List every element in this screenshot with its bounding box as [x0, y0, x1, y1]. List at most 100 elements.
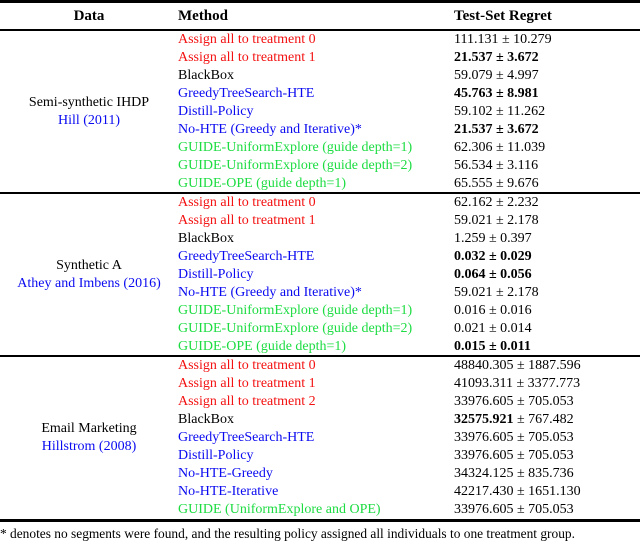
- table-row: No-HTE (Greedy and Iterative)* 21.537 ± 3…: [178, 121, 640, 139]
- regret-stddev: ± 4.997: [492, 67, 539, 83]
- table-row: Distill-Policy 59.102 ± 11.262: [178, 103, 640, 121]
- regret-mean: 59.102: [454, 103, 493, 119]
- regret-mean: 42217.430: [454, 483, 514, 499]
- table-row: GUIDE-UniformExplore (guide depth=1) 0.01…: [178, 302, 640, 320]
- regret-value: 0.016 ± 0.016: [454, 302, 640, 320]
- regret-mean: 62.306: [454, 139, 493, 155]
- dataset-citation-link[interactable]: Hill (2011): [57, 112, 121, 128]
- table-row: BlackBox 1.259 ± 0.397: [178, 230, 640, 248]
- regret-mean: 33976.605: [454, 393, 514, 409]
- regret-mean: 48840.305: [454, 358, 514, 374]
- method-label: Assign all to treatment 1: [178, 212, 316, 228]
- regret-mean: 33976.605: [454, 447, 514, 463]
- results-table: Data Method Test-Set Regret Semi-synthet…: [0, 0, 640, 522]
- table-row: Assign all to treatment 0 48840.305 ± 188…: [178, 357, 640, 375]
- regret-value: 0.064 ± 0.056: [454, 266, 640, 284]
- regret-value: 33976.605 ± 705.053: [454, 501, 640, 519]
- method-label: Assign all to treatment 1: [178, 376, 316, 391]
- regret-stddev: ± 2.178: [492, 284, 539, 300]
- dataset-group: Synthetic A Athey and Imbens (2016) Assign…: [0, 194, 640, 355]
- method-label: Assign all to treatment 0: [178, 358, 316, 374]
- regret-value: 59.079 ± 4.997: [454, 67, 640, 85]
- regret-stddev: ± 2.232: [492, 195, 539, 211]
- regret-stddev: ± 3.672: [492, 49, 539, 65]
- table-row: Distill-Policy 0.064 ± 0.056: [178, 266, 640, 284]
- table-top-rule: [0, 0, 640, 3]
- table-row: Assign all to treatment 1 41093.311 ± 337…: [178, 375, 640, 393]
- regret-value: 34324.125 ± 835.736: [454, 465, 640, 483]
- regret-value: 62.162 ± 2.232: [454, 194, 640, 212]
- dataset-name: Email Marketing: [41, 420, 137, 436]
- group-separator-rule: [0, 355, 640, 358]
- dataset-group: Email Marketing Hillstrom (2008) Assign al…: [0, 357, 640, 518]
- table-row: GUIDE-OPE (guide depth=1) 0.015 ± 0.011: [178, 338, 640, 356]
- regret-mean: 21.537: [454, 49, 493, 65]
- method-label: GreedyTreeSearch-HTE: [178, 248, 315, 264]
- table-row: No-HTE-Iterative 42217.430 ± 1651.130: [178, 483, 640, 501]
- regret-stddev: ± 705.053: [513, 501, 574, 517]
- regret-stddev: ± 835.736: [513, 465, 574, 481]
- regret-mean: 0.064: [454, 266, 486, 282]
- regret-stddev: ± 10.279: [498, 32, 552, 47]
- method-label: No-HTE-Iterative: [178, 483, 279, 499]
- table-row: BlackBox 32575.921 ± 767.482: [178, 411, 640, 429]
- regret-stddev: ± 705.053: [513, 393, 574, 409]
- table-row: GreedyTreeSearch-HTE 0.032 ± 0.029: [178, 248, 640, 266]
- regret-mean: 33976.605: [454, 501, 514, 517]
- table-row: GUIDE-UniformExplore (guide depth=1) 62.3…: [178, 139, 640, 157]
- regret-value: 65.555 ± 9.676: [454, 175, 640, 193]
- regret-value: 42217.430 ± 1651.130: [454, 483, 640, 501]
- regret-value: 1.259 ± 0.397: [454, 230, 640, 248]
- method-label: GUIDE-UniformExplore (guide depth=2): [178, 320, 413, 336]
- method-label: Assign all to treatment 1: [178, 49, 316, 65]
- regret-stddev: ± 3377.773: [512, 376, 581, 391]
- table-row: No-HTE-Greedy 34324.125 ± 835.736: [178, 465, 640, 483]
- method-label: Assign all to treatment 0: [178, 32, 316, 47]
- table-row: GUIDE-OPE (guide depth=1) 65.555 ± 9.676: [178, 175, 640, 193]
- regret-stddev: ± 0.014: [485, 320, 532, 336]
- dataset-cell: Semi-synthetic IHDP Hill (2011): [0, 31, 178, 192]
- method-label: GreedyTreeSearch-HTE: [178, 429, 315, 445]
- dataset-citation-link[interactable]: Athey and Imbens (2016): [17, 275, 161, 291]
- table-bottom-rule: [0, 518, 640, 522]
- regret-mean: 1.259: [454, 230, 486, 246]
- dataset-group: Semi-synthetic IHDP Hill (2011) Assign all…: [0, 31, 640, 192]
- regret-value: 62.306 ± 11.039: [454, 139, 640, 157]
- method-label: GUIDE-UniformExplore (guide depth=1): [178, 139, 413, 155]
- table-row: GreedyTreeSearch-HTE 33976.605 ± 705.053: [178, 429, 640, 447]
- regret-value: 59.021 ± 2.178: [454, 212, 640, 230]
- regret-mean: 21.537: [454, 121, 493, 137]
- method-label: GUIDE-OPE (guide depth=1): [178, 175, 347, 191]
- regret-value: 59.021 ± 2.178: [454, 284, 640, 302]
- method-label: BlackBox: [178, 411, 234, 427]
- regret-mean: 59.021: [454, 212, 493, 228]
- table-row: Assign all to treatment 0 62.162 ± 2.232: [178, 194, 640, 212]
- regret-stddev: ± 1651.130: [513, 483, 581, 499]
- method-label: No-HTE-Greedy: [178, 465, 273, 481]
- regret-stddev: ± 0.056: [485, 266, 532, 282]
- regret-value: 33976.605 ± 705.053: [454, 393, 640, 411]
- regret-value: 0.021 ± 0.014: [454, 320, 640, 338]
- column-header-data: Data: [73, 7, 105, 24]
- dataset-citation-link[interactable]: Hillstrom (2008): [41, 438, 137, 454]
- regret-stddev: ± 767.482: [513, 411, 574, 427]
- method-rows: Assign all to treatment 0 62.162 ± 2.232 A…: [178, 194, 640, 355]
- regret-stddev: ± 11.262: [492, 103, 546, 119]
- regret-mean: 65.555: [454, 175, 493, 191]
- regret-value: 56.534 ± 3.116: [454, 157, 640, 175]
- method-label: GUIDE-OPE (guide depth=1): [178, 338, 347, 354]
- regret-mean: 0.016: [454, 302, 486, 318]
- group-separator-rule: [0, 192, 640, 195]
- table-row: GUIDE (UniformExplore and OPE) 33976.605 …: [178, 501, 640, 519]
- regret-value: 33976.605 ± 705.053: [454, 429, 640, 447]
- column-header-method: Method: [178, 7, 228, 24]
- table-row: Assign all to treatment 1 21.537 ± 3.672: [178, 49, 640, 67]
- regret-stddev: ± 3.672: [492, 121, 539, 137]
- regret-value: 45.763 ± 8.981: [454, 85, 640, 103]
- method-label: BlackBox: [178, 230, 234, 246]
- regret-value: 21.537 ± 3.672: [454, 49, 640, 67]
- regret-value: 33976.605 ± 705.053: [454, 447, 640, 465]
- table-body: Semi-synthetic IHDP Hill (2011) Assign all…: [0, 31, 640, 519]
- method-label: Distill-Policy: [178, 103, 254, 119]
- regret-stddev: ± 0.011: [485, 338, 531, 354]
